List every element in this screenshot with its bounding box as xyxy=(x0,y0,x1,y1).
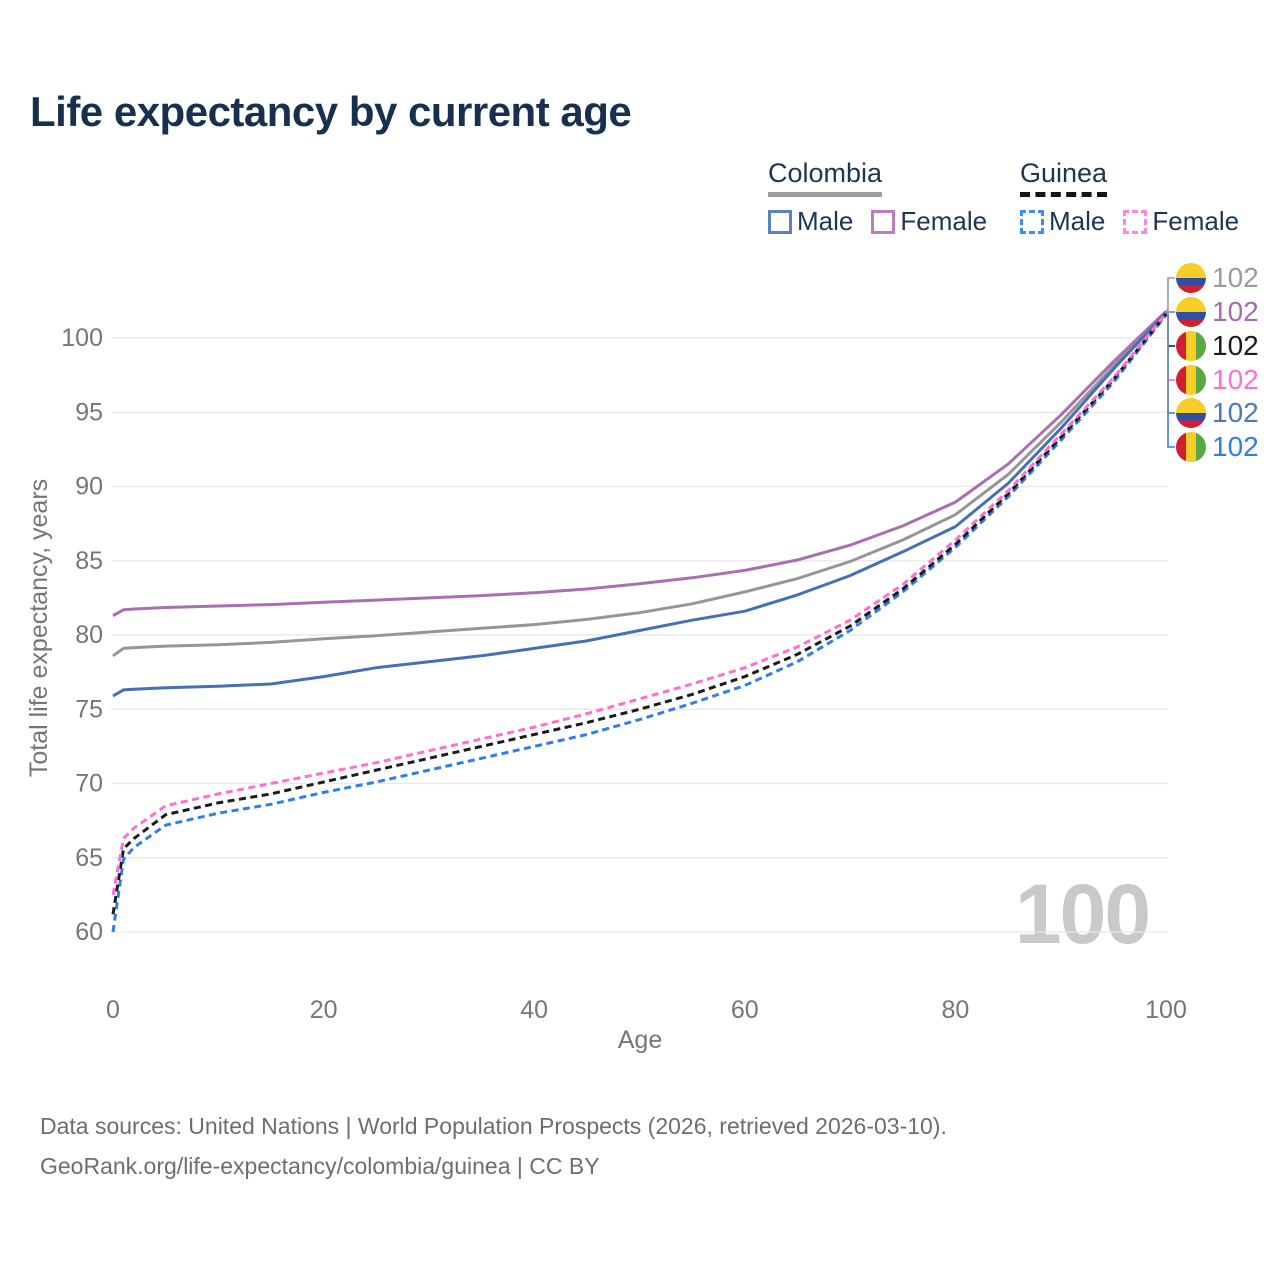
x-tick-label: 40 xyxy=(520,996,548,1024)
y-tick-label: 100 xyxy=(61,324,103,352)
guinea-flag-icon xyxy=(1176,331,1206,361)
colombia-flag-icon xyxy=(1176,398,1206,428)
checkbox-colombia-male[interactable] xyxy=(768,209,792,234)
checkbox-guinea-male[interactable] xyxy=(1020,209,1044,234)
colombia-flag-icon xyxy=(1176,263,1206,293)
colombia-female-line xyxy=(112,310,1168,618)
x-tick-label: 0 xyxy=(106,996,120,1024)
y-tick-label: 95 xyxy=(75,398,103,426)
legend-items-colombia: Male Female xyxy=(768,206,1005,237)
legend-group-guinea: Guinea Male Female xyxy=(1020,158,1257,237)
end-label-value: 102 xyxy=(1212,397,1259,428)
x-axis-title: Age xyxy=(618,1026,662,1054)
y-axis-title: Total life expectancy, years xyxy=(25,479,53,777)
legend-item-colombia-female[interactable]: Female xyxy=(871,206,987,237)
y-tick-label: 80 xyxy=(75,621,103,649)
legend-items-guinea: Male Female xyxy=(1020,206,1257,237)
checkbox-guinea-female[interactable] xyxy=(1123,209,1148,234)
legend-item-guinea-male[interactable]: Male xyxy=(1020,206,1105,237)
end-label-value: 102 xyxy=(1212,296,1259,327)
footer-attribution: GeoRank.org/life-expectancy/colombia/gui… xyxy=(40,1153,600,1179)
checkbox-colombia-female[interactable] xyxy=(871,209,896,234)
guinea-male-line xyxy=(111,314,1168,933)
x-tick-label: 20 xyxy=(310,996,338,1024)
x-tick-label: 100 xyxy=(1145,996,1187,1024)
age-counter-watermark: 100 xyxy=(1015,867,1149,961)
guinea-female-line xyxy=(111,312,1168,896)
page-title: Life expectancy by current age xyxy=(30,88,632,135)
legend: Colombia Male Female Guinea Male xyxy=(0,158,1280,248)
legend-country-colombia[interactable]: Colombia xyxy=(768,158,883,197)
legend-item-label: Female xyxy=(900,206,988,236)
legend-item-label: Male xyxy=(797,206,854,236)
colombia-flag-icon xyxy=(1176,297,1206,327)
chart-canvas: 100 60 65 70 75 80 85 90 95 100 0 20 40 60 80 100 Age Tot… xyxy=(25,262,1259,1054)
colombia-male-line xyxy=(112,311,1168,698)
legend-item-colombia-male[interactable]: Male xyxy=(768,206,853,237)
legend-item-label: Male xyxy=(1049,206,1106,236)
end-label-value: 102 xyxy=(1212,431,1259,462)
end-label-connector xyxy=(1166,277,1175,311)
legend-item-label: Female xyxy=(1152,206,1240,236)
footer: Data sources: United Nations | World Pop… xyxy=(40,1106,947,1186)
footer-data-sources: Data sources: United Nations | World Pop… xyxy=(40,1113,947,1139)
end-label-value: 102 xyxy=(1212,262,1259,293)
y-tick-label: 65 xyxy=(75,844,103,872)
legend-item-guinea-female[interactable]: Female xyxy=(1123,206,1239,237)
colombia-line xyxy=(112,310,1168,658)
y-tick-label: 85 xyxy=(75,547,103,575)
end-label-connector xyxy=(1167,413,1175,448)
x-tick-label: 60 xyxy=(731,996,759,1024)
guinea-line xyxy=(111,313,1168,915)
legend-country-guinea[interactable]: Guinea xyxy=(1020,158,1108,197)
y-tick-label: 90 xyxy=(75,473,103,501)
guinea-flag-icon xyxy=(1176,365,1206,395)
y-tick-label: 60 xyxy=(75,918,103,946)
end-label-connector xyxy=(1166,313,1175,414)
y-tick-label: 70 xyxy=(75,770,103,798)
guinea-flag-icon xyxy=(1176,432,1206,462)
end-label-value: 102 xyxy=(1212,364,1259,395)
y-tick-label: 75 xyxy=(75,695,103,723)
end-label-value: 102 xyxy=(1212,330,1259,361)
x-tick-label: 80 xyxy=(941,996,969,1024)
chart-layers: 100 60 65 70 75 80 85 90 95 100 0 20 40 60 80 100 Age Tot… xyxy=(25,262,1259,1054)
legend-group-colombia: Colombia Male Female xyxy=(768,158,1005,237)
